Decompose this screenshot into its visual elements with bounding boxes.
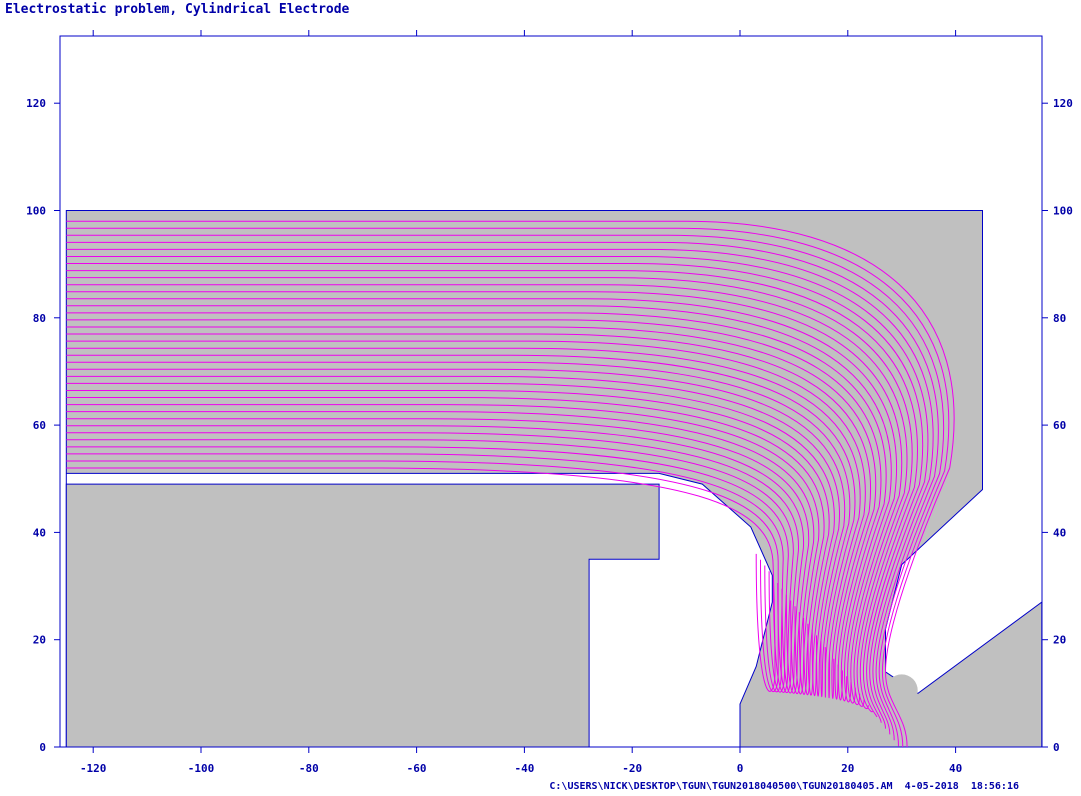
y-tick-label-left: 0 xyxy=(39,741,46,754)
x-tick-label: -120 xyxy=(80,762,107,775)
solution-region xyxy=(65,210,1043,748)
plot-title: Electrostatic problem, Cylindrical Elect… xyxy=(5,2,350,17)
equipotential-line xyxy=(66,263,924,723)
equipotential-line xyxy=(66,333,871,700)
x-tick-label: -80 xyxy=(299,762,319,775)
gap-fill xyxy=(885,674,918,707)
equipotential-line xyxy=(66,340,866,699)
equipotential-line xyxy=(66,347,861,699)
equipotential-line xyxy=(66,404,820,695)
equipotential-line xyxy=(66,439,794,693)
equipotential-line xyxy=(66,354,856,698)
y-tick-label-right: 120 xyxy=(1053,97,1073,110)
x-tick-label: -40 xyxy=(514,762,534,775)
y-tick-label-left: 120 xyxy=(26,97,46,110)
equipotential-line xyxy=(66,397,825,695)
equipotential-line xyxy=(66,368,846,697)
y-tick-label-right: 20 xyxy=(1053,634,1066,647)
equipotential-line xyxy=(66,248,934,735)
equipotential-line xyxy=(66,446,789,693)
x-tick-label: -20 xyxy=(622,762,642,775)
axes-layer: -120 -100 -80 -60 -40 -20 0 20 40 0 0 20 20 40 40 60 60 8… xyxy=(26,30,1073,775)
equipotential-line xyxy=(66,326,877,701)
x-tick-label: 0 xyxy=(737,762,744,775)
x-tick-label: -100 xyxy=(188,762,215,775)
equipotential-line xyxy=(66,291,903,707)
equipotential-line xyxy=(66,319,882,702)
equipotential-lines xyxy=(66,220,955,748)
equipotential-line xyxy=(66,256,929,729)
y-tick-label-right: 80 xyxy=(1053,312,1066,325)
equipotential-line xyxy=(66,298,898,706)
regions-layer xyxy=(65,210,1043,748)
y-tick-label-left: 80 xyxy=(33,312,46,325)
electrode-region xyxy=(65,483,660,748)
y-tick-label-right: 0 xyxy=(1053,741,1060,754)
equipotential-line xyxy=(66,382,835,696)
y-tick-label-right: 40 xyxy=(1053,526,1066,539)
equipotential-line xyxy=(66,241,939,741)
equipotential-line xyxy=(66,453,784,693)
y-tick-label-right: 60 xyxy=(1053,419,1066,432)
x-tick-label: 40 xyxy=(949,762,962,775)
equipotential-line xyxy=(66,418,810,694)
equipotential-line xyxy=(66,425,805,694)
equipotential-line xyxy=(66,312,887,703)
equipotential-line xyxy=(66,411,815,695)
equipotential-line xyxy=(66,234,945,747)
y-tick-label-left: 60 xyxy=(33,419,46,432)
x-tick-label: -60 xyxy=(407,762,427,775)
equipotential-line xyxy=(66,284,908,710)
equipotential-line xyxy=(66,277,913,713)
equipotential-line xyxy=(66,361,851,698)
y-tick-label-right: 100 xyxy=(1053,205,1073,218)
equipotential-line xyxy=(66,390,830,696)
file-path-footer: C:\USERS\NICK\DESKTOP\TGUN\TGUN201804050… xyxy=(549,781,1019,792)
equipotential-line xyxy=(66,375,840,697)
equipotential-line xyxy=(66,432,799,694)
equipotential-line xyxy=(66,227,950,748)
y-tick-label-left: 20 xyxy=(33,634,46,647)
equipotential-line xyxy=(66,305,892,704)
equipotential-line xyxy=(66,220,955,748)
equipotential-line xyxy=(66,270,918,718)
x-tick-label: 20 xyxy=(841,762,854,775)
y-tick-label-left: 100 xyxy=(26,205,46,218)
y-tick-label-left: 40 xyxy=(33,526,46,539)
